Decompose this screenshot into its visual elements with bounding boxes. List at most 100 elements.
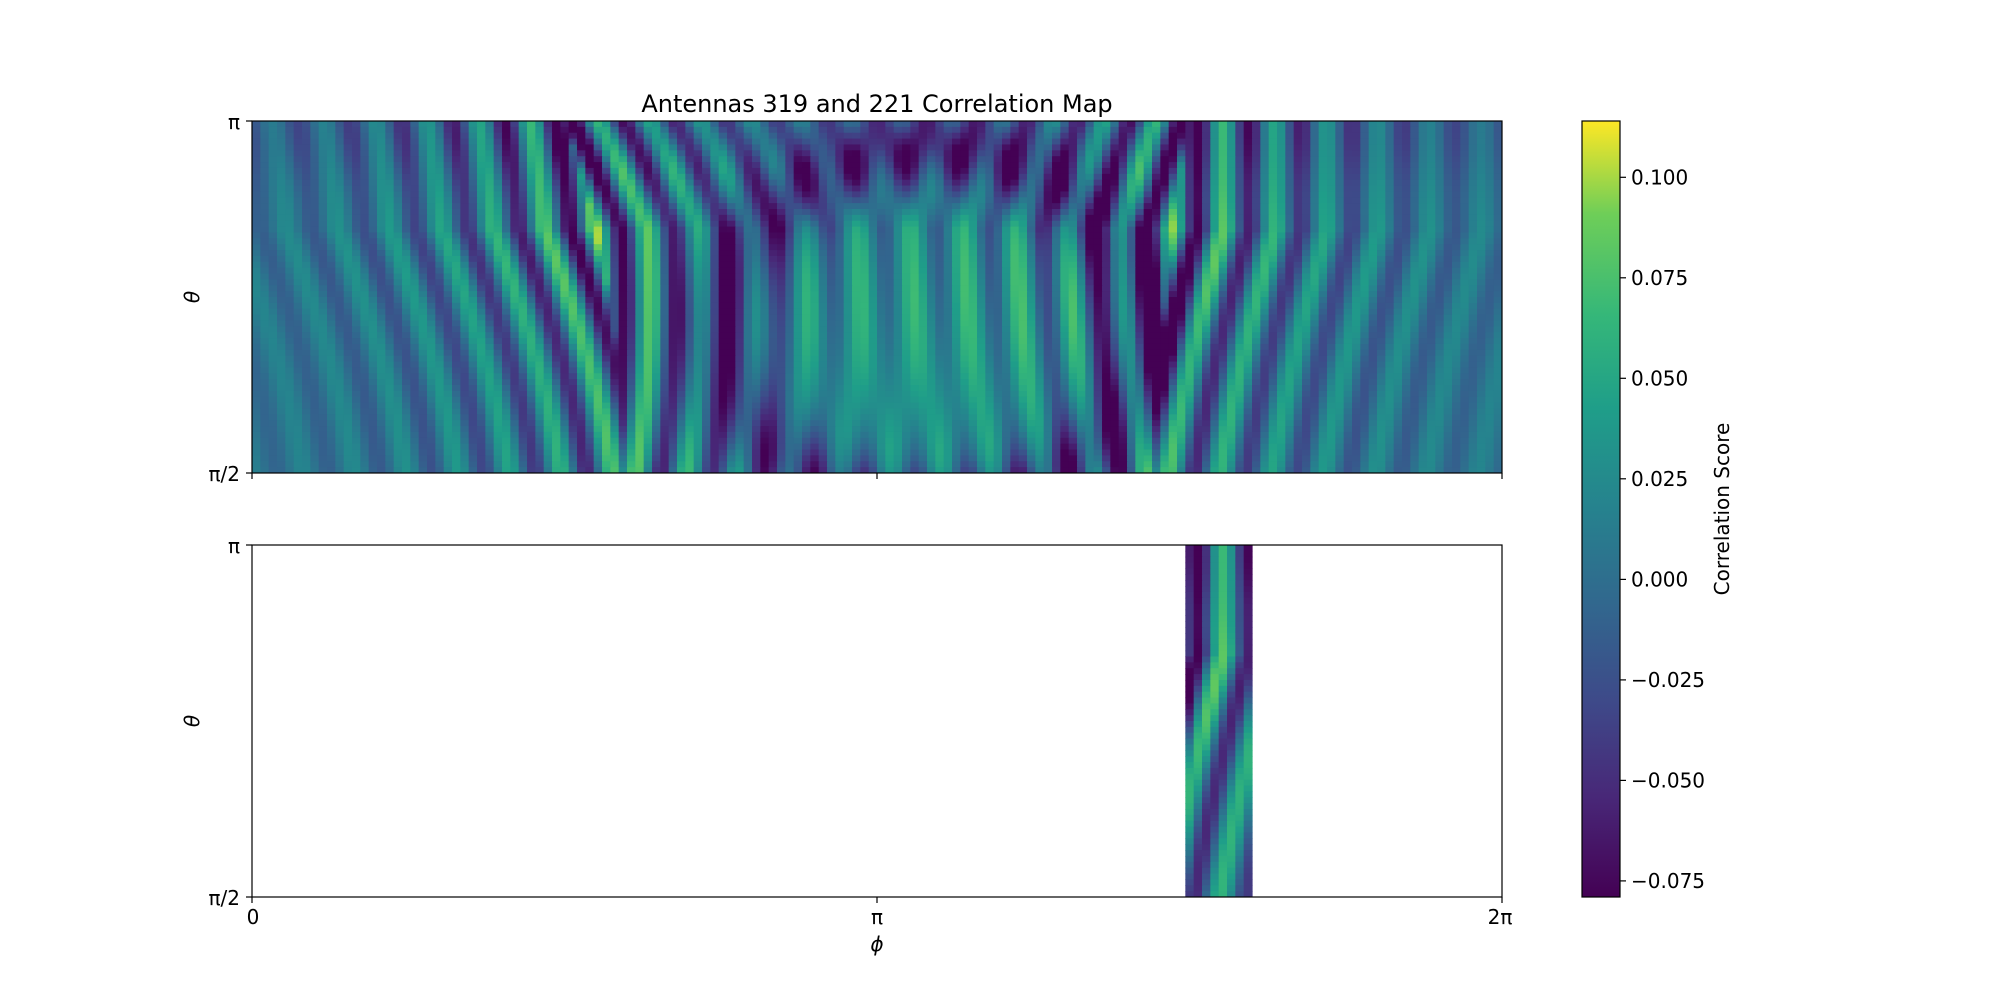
heatmap-cell [1360, 250, 1370, 257]
heatmap-cell [1118, 156, 1128, 163]
heatmap-cell [593, 314, 603, 322]
heatmap-cell [435, 226, 445, 234]
heatmap-cell [802, 297, 811, 304]
heatmap-cell [1460, 291, 1470, 298]
heatmap-cell [1285, 250, 1295, 257]
heatmap-cell [1360, 162, 1370, 169]
heatmap-cell [868, 173, 878, 181]
heatmap-cell [835, 138, 845, 146]
heatmap-cell [1152, 179, 1161, 187]
heatmap-cell [393, 132, 403, 140]
heatmap-cell [943, 167, 953, 175]
heatmap-cell [352, 308, 361, 316]
heatmap-cell [718, 250, 728, 257]
heatmap-cell [585, 244, 595, 251]
heatmap-cell [443, 132, 453, 140]
heatmap-cell [768, 126, 778, 134]
heatmap-cell [1093, 226, 1103, 234]
heatmap-cell [943, 162, 953, 169]
heatmap-cell [1043, 173, 1053, 181]
heatmap-cell [1485, 191, 1495, 198]
heatmap-cell [1352, 261, 1361, 269]
heatmap-cell [993, 162, 1003, 169]
heatmap-cell [893, 267, 903, 275]
heatmap-cell [602, 232, 611, 239]
heatmap-cell [435, 261, 445, 269]
heatmap-cell [385, 250, 395, 257]
heatmap-cell [810, 185, 820, 192]
heatmap-cell [1318, 156, 1328, 163]
heatmap-cell [1443, 291, 1453, 298]
heatmap-cell [1385, 173, 1395, 181]
heatmap-cell [1093, 308, 1103, 316]
heatmap-cell [493, 297, 503, 304]
heatmap-cell [560, 132, 570, 140]
heatmap-cell [643, 250, 653, 257]
heatmap-cell [952, 285, 961, 292]
heatmap-cell [518, 308, 528, 316]
heatmap-cell [1052, 308, 1061, 316]
heatmap-cell [410, 220, 420, 228]
heatmap-cell [1452, 209, 1461, 216]
heatmap-cell [1352, 226, 1361, 234]
heatmap-cell [1093, 138, 1103, 146]
heatmap-cell [1435, 197, 1445, 204]
heatmap-cell [1110, 244, 1120, 251]
heatmap-cell [1185, 179, 1195, 187]
heatmap-cell [1102, 126, 1111, 134]
heatmap-cell [652, 191, 661, 198]
heatmap-cell [485, 156, 495, 163]
heatmap-cell [1493, 173, 1502, 181]
heatmap-cell [302, 238, 311, 245]
heatmap-cell [785, 238, 795, 245]
heatmap-cell [902, 185, 911, 192]
heatmap-cell [477, 150, 486, 157]
heatmap-cell [252, 226, 261, 234]
heatmap-cell [1118, 250, 1128, 257]
heatmap-cell [635, 250, 645, 257]
heatmap-cell [977, 279, 986, 286]
heatmap-cell [860, 132, 870, 140]
heatmap-cell [593, 121, 603, 128]
heatmap-cell [302, 144, 311, 151]
heatmap-cell [843, 302, 853, 310]
heatmap-cell [1402, 144, 1411, 151]
heatmap-cell [827, 255, 836, 263]
heatmap-cell [643, 162, 653, 169]
heatmap-cell [435, 279, 445, 286]
heatmap-cell [1002, 162, 1011, 169]
heatmap-cell [527, 297, 536, 304]
heatmap-cell [985, 250, 995, 257]
heatmap-cell [1218, 220, 1228, 228]
heatmap-cell [335, 167, 345, 175]
heatmap-cell [960, 297, 970, 304]
heatmap-cell [535, 144, 545, 151]
heatmap-cell [327, 126, 336, 134]
heatmap-cell [302, 297, 311, 304]
heatmap-cell [868, 156, 878, 163]
heatmap-cell [743, 308, 753, 316]
heatmap-cell [868, 261, 878, 269]
heatmap-cell [1002, 232, 1011, 239]
heatmap-cell [327, 261, 336, 269]
heatmap-cell [1443, 132, 1453, 140]
heatmap-cell [502, 214, 511, 222]
heatmap-cell [452, 138, 461, 146]
heatmap-cell [485, 226, 495, 234]
heatmap-cell [1110, 255, 1120, 263]
heatmap-cell [552, 209, 561, 216]
heatmap-cell [443, 261, 453, 269]
heatmap-cell [485, 203, 495, 210]
heatmap-cell [943, 209, 953, 216]
heatmap-cell [985, 255, 995, 263]
heatmap-cell [1002, 267, 1011, 275]
heatmap-cell [843, 126, 853, 134]
heatmap-cell [652, 209, 661, 216]
heatmap-cell [552, 238, 561, 245]
heatmap-cell [668, 232, 678, 239]
heatmap-cell [752, 191, 761, 198]
heatmap-cell [1035, 238, 1045, 245]
heatmap-cell [1010, 220, 1020, 228]
heatmap-cell [1168, 150, 1178, 157]
heatmap-cell [1077, 121, 1086, 128]
